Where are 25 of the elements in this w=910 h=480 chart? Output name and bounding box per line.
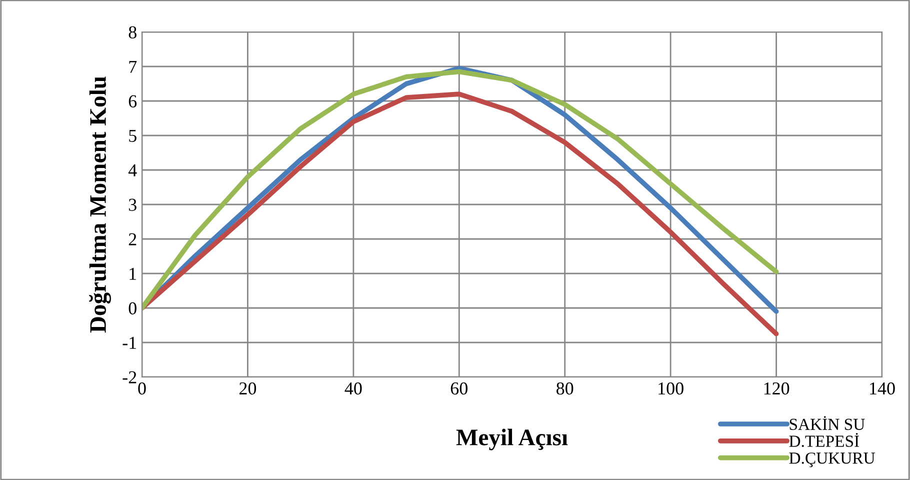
y-tick-label: 3 [128, 198, 136, 211]
x-tick-label: 60 [450, 382, 468, 395]
y-tick-label: 2 [128, 233, 136, 246]
y-tick-label: 7 [129, 60, 137, 73]
x-tick-label: 40 [344, 382, 362, 395]
x-tick-label: 20 [239, 382, 256, 395]
x-axis-title: Meyil Açısı [456, 428, 568, 450]
y-axis-title: Doğrultma Moment Kolu [89, 76, 111, 333]
line-series [142, 92, 779, 336]
y-tick-label: 4 [128, 164, 137, 176]
y-tick-label: -2 [122, 371, 136, 384]
y-tick-label: 0 [128, 302, 136, 314]
legend-label: D.TEPESİ [789, 433, 859, 447]
legend-label: D.ÇUKURU [789, 452, 875, 468]
y-tick-label: 5 [129, 130, 136, 142]
x-tick-label: 80 [556, 382, 574, 395]
y-tick-label: -1 [122, 336, 136, 349]
x-tick-label: 120 [764, 382, 790, 395]
x-tick-label: 0 [138, 382, 146, 395]
y-tick-label: 8 [128, 26, 136, 38]
x-tick-label: 140 [870, 382, 895, 395]
legend-label: SAKİN SU [790, 416, 865, 430]
x-tick-label: 100 [658, 382, 684, 395]
y-tick-label: 6 [128, 95, 137, 108]
y-tick-label: 1 [130, 268, 136, 280]
